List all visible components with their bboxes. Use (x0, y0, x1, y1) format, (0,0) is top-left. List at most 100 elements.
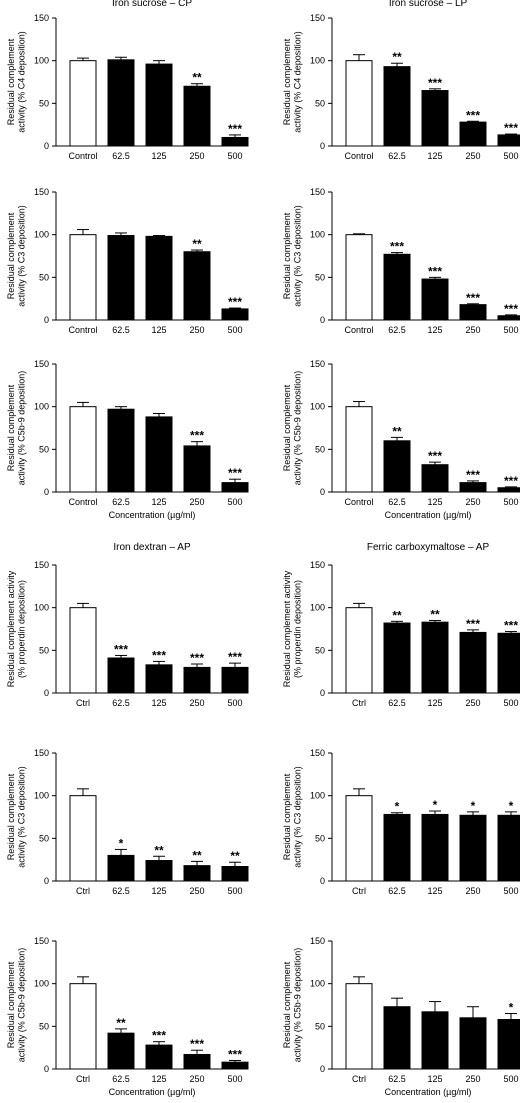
y-tick-label: 50 (39, 833, 49, 843)
x-tick-label: Ctrl (352, 886, 366, 896)
chart-panel-2: Iron sucrose – LP 0 50 100 150 Residual compl… (282, 0, 520, 161)
significance-label: ** (154, 843, 164, 857)
y-tick-label: 150 (310, 936, 325, 946)
significance-label: *** (428, 449, 442, 463)
x-tick-label: 62.5 (112, 698, 130, 708)
chart-panel-12: 0 50 100 150 Residual complementactivity (% … (282, 936, 520, 1097)
bar (107, 59, 135, 147)
x-tick-label: 500 (227, 886, 242, 896)
bar (69, 60, 97, 147)
y-axis-label-line: activity (% C3 deposition) (292, 766, 302, 868)
y-tick-label: 100 (34, 979, 49, 989)
chart-panel-4: 0 50 100 150 Residual complementactivity (% … (282, 187, 520, 335)
y-tick-label: 0 (44, 141, 49, 151)
chart-panel-7: Iron dextran – AP 0 50 100 150 Residual compl… (6, 542, 249, 708)
bar (221, 865, 249, 882)
bar (183, 85, 211, 147)
y-axis-label: Residual complementactivity (% C5b-9 dep… (6, 948, 26, 1063)
bar (107, 235, 135, 321)
bar (107, 854, 135, 882)
significance-label: *** (228, 1047, 242, 1061)
y-tick-label: 50 (39, 272, 49, 282)
y-axis-label-line: activity (% C5b-9 deposition) (16, 371, 26, 486)
significance-label: *** (152, 648, 166, 662)
y-tick-label: 0 (44, 876, 49, 886)
y-tick-label: 0 (320, 487, 325, 497)
y-tick-label: 100 (310, 603, 325, 613)
bar (459, 304, 487, 321)
significance-label: * (433, 798, 438, 812)
significance-label: *** (228, 295, 242, 309)
bar (145, 235, 173, 321)
y-tick-label: 150 (310, 359, 325, 369)
bar (345, 406, 373, 493)
x-tick-label: Control (344, 325, 373, 335)
bar (383, 66, 411, 147)
x-tick-label: 250 (189, 325, 204, 335)
bar (345, 60, 373, 147)
significance-label: * (509, 799, 514, 813)
x-tick-label: Control (68, 151, 97, 161)
bar (383, 813, 411, 882)
x-tick-label: Control (344, 151, 373, 161)
significance-label: *** (466, 291, 480, 305)
x-tick-label: 500 (227, 151, 242, 161)
x-tick-label: 500 (503, 151, 518, 161)
chart-title: Ferric carboxymaltose – AP (367, 542, 490, 553)
y-tick-label: 50 (315, 645, 325, 655)
significance-label: *** (466, 468, 480, 482)
bar (421, 1011, 449, 1070)
x-tick-label: 500 (503, 1074, 518, 1084)
x-tick-label: 250 (465, 151, 480, 161)
y-axis-label-line: Residual complement (6, 384, 16, 471)
y-axis-label-line: activity (% C3 deposition) (16, 205, 26, 307)
significance-label: * (509, 1001, 514, 1015)
bar (345, 234, 373, 321)
y-tick-label: 150 (34, 359, 49, 369)
significance-label: *** (504, 302, 518, 316)
y-tick-label: 150 (34, 748, 49, 758)
bar (421, 278, 449, 321)
y-axis-label-line: (% properdin deposition) (16, 580, 26, 678)
y-axis-label-line: Residual complement (6, 212, 16, 299)
x-tick-label: 500 (227, 325, 242, 335)
y-axis-label: Residual complementactivity (% C3 deposi… (6, 766, 26, 868)
bar (221, 136, 249, 147)
x-tick-label: 62.5 (112, 886, 130, 896)
y-axis-label-line: Residual complement (282, 212, 292, 299)
bar (183, 445, 211, 493)
y-tick-label: 100 (310, 979, 325, 989)
significance-label: *** (228, 122, 242, 136)
bar (497, 632, 520, 694)
chart-panel-8: Ferric carboxymaltose – AP 0 50 100 150 Resid… (282, 542, 520, 708)
y-tick-label: 0 (320, 315, 325, 325)
x-tick-label: 125 (151, 497, 166, 507)
y-tick-label: 50 (315, 833, 325, 843)
bar (383, 440, 411, 493)
significance-label: ** (392, 424, 402, 438)
y-tick-label: 100 (34, 402, 49, 412)
y-axis-label-line: Residual complement (282, 773, 292, 860)
y-axis-label: Residual complementactivity (% C5b-9 dep… (282, 948, 302, 1063)
x-tick-label: 500 (227, 698, 242, 708)
bar (383, 253, 411, 321)
y-axis-label-line: activity (% C5b-9 deposition) (292, 371, 302, 486)
x-tick-label: 62.5 (112, 325, 130, 335)
x-tick-label: 250 (189, 151, 204, 161)
significance-label: *** (228, 650, 242, 664)
chart-panel-1: Iron sucrose – CP 0 50 100 150 Residual compl… (6, 0, 249, 161)
bar (183, 666, 211, 694)
y-axis-label-line: activity (% C3 deposition) (292, 205, 302, 307)
x-tick-label: 250 (465, 325, 480, 335)
y-tick-label: 150 (34, 936, 49, 946)
y-tick-label: 100 (310, 791, 325, 801)
y-tick-label: 0 (44, 315, 49, 325)
y-axis-label-line: Residual complement (6, 38, 16, 125)
x-axis-label: Concentration (µg/ml) (109, 1087, 196, 1097)
bar (497, 814, 520, 882)
y-tick-label: 0 (44, 1064, 49, 1074)
significance-label: ** (192, 848, 202, 862)
x-tick-label: 125 (151, 1074, 166, 1084)
bar (421, 813, 449, 882)
